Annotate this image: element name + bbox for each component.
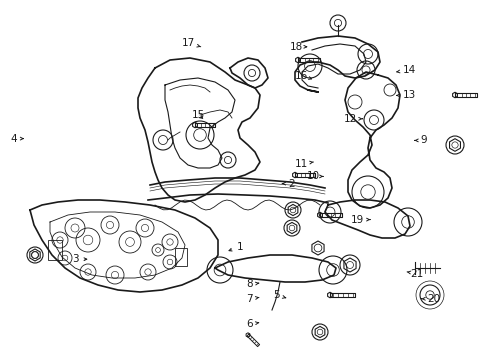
Text: 18: 18 — [290, 42, 307, 52]
Text: 16: 16 — [294, 71, 312, 81]
Text: 4: 4 — [10, 134, 23, 144]
Text: 19: 19 — [351, 215, 370, 225]
Text: 6: 6 — [246, 319, 259, 329]
Text: 15: 15 — [192, 110, 205, 120]
Text: 7: 7 — [246, 294, 259, 304]
Bar — [175, 248, 187, 266]
Text: 17: 17 — [182, 38, 201, 48]
Bar — [48, 240, 62, 260]
Text: 21: 21 — [407, 269, 423, 279]
Text: 1: 1 — [229, 242, 244, 252]
Text: 5: 5 — [273, 290, 286, 300]
Text: 11: 11 — [294, 159, 314, 169]
Text: 14: 14 — [397, 65, 416, 75]
Text: 10: 10 — [307, 171, 323, 181]
Text: 20: 20 — [421, 294, 440, 304]
Text: 12: 12 — [343, 114, 363, 124]
Text: 8: 8 — [246, 279, 259, 289]
Text: 2: 2 — [282, 179, 295, 189]
Text: 13: 13 — [397, 90, 416, 100]
Text: 9: 9 — [415, 135, 427, 145]
Text: 3: 3 — [73, 254, 87, 264]
